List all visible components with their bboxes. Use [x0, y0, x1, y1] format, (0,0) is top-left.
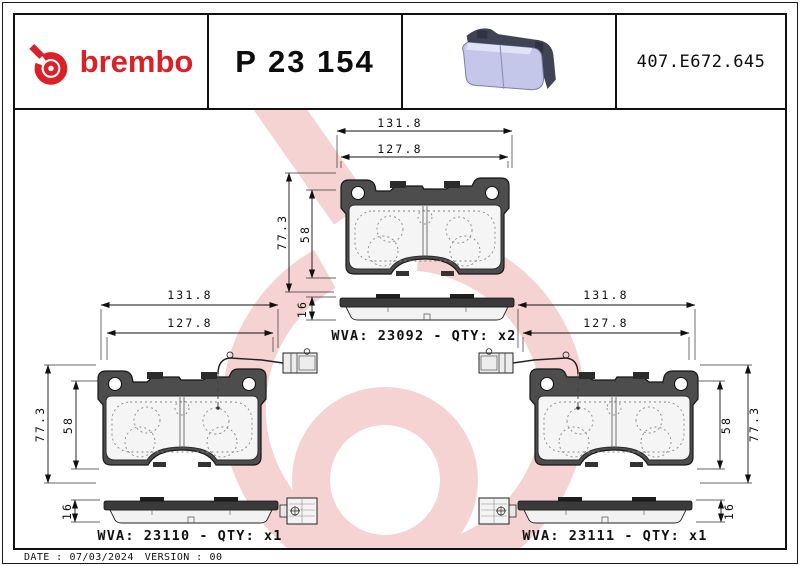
catalog-code-cell: 407.E672.645: [615, 15, 785, 108]
dim-label-height-outer-top: 77.3: [275, 214, 289, 251]
wva-qty-caption-bottom-right: WVA: 23111- QTY: x1: [522, 528, 707, 544]
pad-photo-cell: [401, 15, 615, 108]
footer-version-label: VERSION :: [144, 552, 203, 563]
wva-qty-caption-top: WVA: 23092- QTY: x2: [331, 328, 516, 344]
brembo-logo: brembo: [28, 39, 194, 85]
brembo-emblem-icon: [28, 43, 67, 85]
dim-label-width-outer-top: 131.8: [377, 116, 423, 130]
dim-label-height-inner-bl: 58: [61, 416, 75, 434]
dim-label-width-outer-br: 131.8: [583, 288, 629, 302]
footer-version-value: 00: [209, 552, 223, 563]
brand-wordmark: brembo: [79, 44, 194, 79]
brake-pad-3d-image: [462, 27, 556, 90]
dim-label-height-outer-br: 77.3: [747, 406, 761, 443]
footer-date-value: 07/03/2024: [69, 552, 134, 563]
catalog-code: 407.E672.645: [636, 51, 766, 72]
part-number-cell: P 23 154: [207, 15, 401, 108]
header-row: brembo P 23 154 407.E672.645: [13, 13, 787, 110]
dim-label-thickness-top: 16: [295, 300, 309, 318]
dim-label-width-inner-top: 127.8: [377, 142, 423, 156]
dim-label-thickness-br: 16: [722, 502, 736, 520]
dim-label-height-inner-br: 58: [719, 416, 733, 434]
brand-logo-cell: brembo: [15, 15, 207, 108]
dim-label-height-outer-bl: 77.3: [33, 406, 47, 443]
footer-date-label: DATE :: [24, 552, 63, 563]
dim-label-width-inner-br: 127.8: [583, 316, 629, 330]
dim-label-width-inner-bl: 127.8: [167, 316, 213, 330]
dim-label-thickness-bl: 16: [60, 502, 74, 520]
footer-row: DATE : 07/03/2024 VERSION : 00: [24, 551, 222, 564]
dim-label-height-inner-top: 58: [298, 225, 312, 243]
wva-qty-caption-bottom-left: WVA: 23110- QTY: x1: [97, 528, 282, 544]
drawing-top: [285, 127, 515, 321]
part-number: P 23 154: [235, 43, 375, 79]
dim-label-width-outer-bl: 131.8: [167, 288, 213, 302]
